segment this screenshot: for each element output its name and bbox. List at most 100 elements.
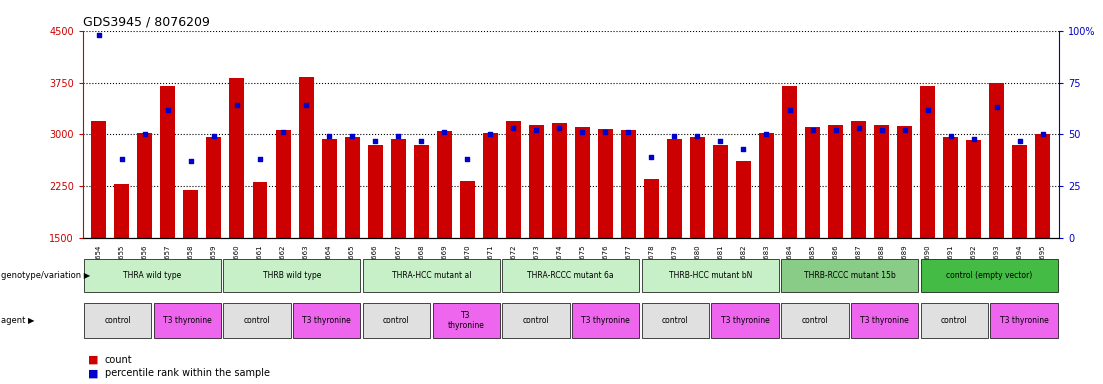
Text: T3 thyronine: T3 thyronine (163, 316, 212, 325)
Bar (293, 303, 361, 338)
Bar (299, 77, 313, 342)
Bar (736, 161, 751, 342)
Bar (206, 137, 222, 342)
Bar (598, 129, 613, 342)
Point (504, 125, 522, 131)
Bar (138, 133, 152, 342)
Text: ■: ■ (88, 355, 99, 365)
Bar (276, 130, 290, 342)
Text: T3 thyronine: T3 thyronine (720, 316, 770, 325)
Point (90, 32, 108, 38)
Point (688, 133, 706, 139)
Point (251, 156, 269, 162)
Point (711, 137, 729, 144)
Point (297, 102, 314, 108)
Point (436, 129, 453, 136)
Bar (160, 86, 175, 342)
Bar (115, 184, 129, 342)
Point (574, 129, 591, 136)
Bar (781, 259, 919, 292)
Point (459, 156, 476, 162)
Text: control: control (941, 316, 967, 325)
Point (413, 137, 430, 144)
Bar (322, 139, 336, 342)
Text: T3 thyronine: T3 thyronine (999, 316, 1048, 325)
Bar (572, 303, 640, 338)
Point (389, 133, 407, 139)
Text: THRB-RCCC mutant 15b: THRB-RCCC mutant 15b (804, 271, 896, 280)
Point (1034, 131, 1051, 137)
Point (827, 127, 845, 133)
Text: THRA wild type: THRA wild type (124, 271, 182, 280)
Bar (153, 303, 221, 338)
Bar (966, 140, 982, 342)
Bar (552, 122, 567, 342)
Point (965, 136, 983, 142)
Bar (852, 121, 866, 342)
Bar (921, 303, 988, 338)
Text: ■: ■ (88, 368, 99, 378)
Bar (414, 145, 429, 342)
Bar (850, 303, 919, 338)
Text: GDS3945 / 8076209: GDS3945 / 8076209 (83, 15, 210, 28)
Point (205, 133, 223, 139)
Bar (575, 127, 590, 342)
Point (113, 156, 130, 162)
Bar (528, 126, 544, 342)
Bar (920, 86, 935, 342)
Bar (713, 146, 728, 342)
Point (620, 129, 638, 136)
Bar (711, 303, 779, 338)
Text: control: control (383, 316, 410, 325)
Bar (897, 126, 912, 342)
Text: control: control (662, 316, 688, 325)
Point (597, 129, 614, 136)
Text: THRA-RCCC mutant 6a: THRA-RCCC mutant 6a (527, 271, 614, 280)
Bar (363, 303, 430, 338)
Point (919, 106, 936, 113)
Text: percentile rank within the sample: percentile rank within the sample (105, 368, 270, 378)
Point (343, 133, 361, 139)
Bar (84, 259, 221, 292)
Point (735, 146, 752, 152)
Text: agent ▶: agent ▶ (1, 316, 34, 325)
Text: count: count (105, 355, 132, 365)
Bar (642, 259, 779, 292)
Point (136, 131, 153, 137)
Bar (223, 303, 291, 338)
Point (758, 131, 775, 137)
Bar (460, 181, 474, 342)
Point (1011, 137, 1029, 144)
Point (665, 133, 683, 139)
Text: THRB wild type: THRB wild type (263, 271, 321, 280)
Point (643, 154, 661, 160)
Bar (432, 303, 500, 338)
Point (550, 125, 568, 131)
Bar (229, 78, 245, 342)
Bar (84, 303, 151, 338)
Bar (943, 137, 959, 342)
Point (159, 106, 176, 113)
Point (182, 158, 200, 164)
Point (988, 104, 1006, 111)
Point (896, 127, 913, 133)
Point (275, 129, 292, 136)
Text: control (empty vector): control (empty vector) (946, 271, 1032, 280)
Point (366, 137, 384, 144)
Point (942, 133, 960, 139)
Bar (667, 139, 682, 342)
Point (872, 127, 890, 133)
Text: genotype/variation ▶: genotype/variation ▶ (1, 271, 90, 280)
Bar (1013, 146, 1027, 342)
Bar (989, 83, 1004, 342)
Bar (1036, 134, 1050, 342)
Bar (759, 133, 774, 342)
Point (849, 125, 867, 131)
Bar (828, 126, 843, 342)
Bar (506, 121, 521, 342)
Point (527, 127, 545, 133)
Text: T3 thyronine: T3 thyronine (581, 316, 630, 325)
Text: control: control (244, 316, 270, 325)
Bar (502, 303, 569, 338)
Bar (874, 126, 889, 342)
